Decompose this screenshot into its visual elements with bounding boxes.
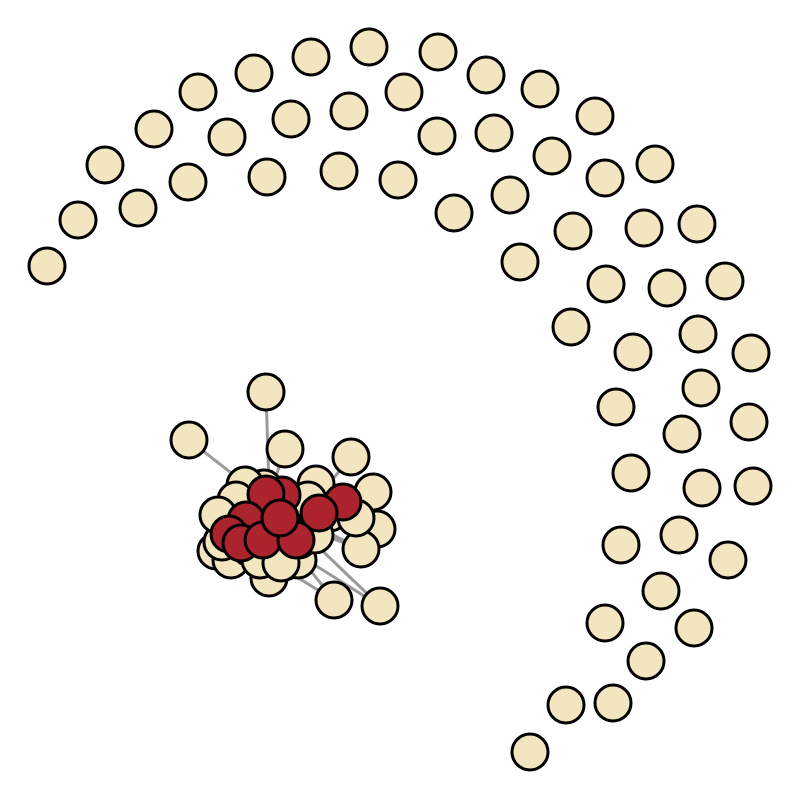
graph-node-highlighted	[299, 493, 339, 533]
graph-node-isolated	[271, 99, 311, 139]
graph-node-isolated	[662, 414, 702, 454]
graph-node-isolated	[708, 540, 748, 580]
graph-node-isolated	[349, 27, 389, 67]
graph-node	[169, 420, 209, 460]
graph-node	[360, 586, 400, 626]
graph-node-isolated	[500, 242, 540, 282]
graph-node-isolated	[291, 37, 331, 77]
graph-node-isolated	[624, 208, 664, 248]
graph-node-isolated	[678, 314, 718, 354]
graph-node-isolated	[207, 117, 247, 157]
graph-node-isolated	[553, 211, 593, 251]
graph-node-isolated	[546, 685, 586, 725]
graph-node-isolated	[586, 264, 626, 304]
graph-node-isolated	[611, 453, 651, 493]
graph-node-isolated	[681, 368, 721, 408]
graph-node-isolated	[85, 145, 125, 185]
graph-node-isolated	[733, 466, 773, 506]
graph-node-isolated	[510, 732, 550, 772]
graph-node-isolated	[234, 53, 274, 93]
isolated-node-layer	[27, 27, 773, 772]
graph-node-isolated	[659, 515, 699, 555]
graph-node-isolated	[613, 332, 653, 372]
graph-node-isolated	[585, 158, 625, 198]
graph-node-isolated	[474, 113, 514, 153]
graph-node-isolated	[677, 204, 717, 244]
graph-node-isolated	[118, 188, 158, 228]
graph-node-isolated	[705, 261, 745, 301]
graph-node	[246, 372, 286, 412]
graph-node-isolated	[641, 571, 681, 611]
graph-node-isolated	[418, 32, 458, 72]
graph-node-isolated	[596, 387, 636, 427]
graph-node-isolated	[384, 72, 424, 112]
graph-node	[265, 429, 305, 469]
graph-node-isolated	[434, 193, 474, 233]
graph-node-isolated	[585, 603, 625, 643]
graph-node-isolated	[134, 109, 174, 149]
graph-node-isolated	[601, 525, 641, 565]
graph-node-isolated	[682, 468, 722, 508]
graph-node-isolated	[647, 268, 687, 308]
graph-node-isolated	[168, 162, 208, 202]
cluster-node-layer	[169, 372, 400, 626]
graph-node-isolated	[731, 333, 771, 373]
graph-node-isolated	[247, 157, 287, 197]
graph-node-isolated	[520, 69, 560, 109]
graph-node-isolated	[329, 91, 369, 131]
graph-node-isolated	[178, 72, 218, 112]
graph-node-isolated	[490, 175, 530, 215]
graph-node-isolated	[674, 608, 714, 648]
graph-node-isolated	[466, 55, 506, 95]
graph-node-isolated	[635, 144, 675, 184]
graph-node-isolated	[626, 641, 666, 681]
graph-node-isolated	[58, 200, 98, 240]
graph-node-isolated	[532, 136, 572, 176]
graph-node-isolated	[575, 96, 615, 136]
graph-node-isolated	[378, 160, 418, 200]
graph-node-isolated	[319, 151, 359, 191]
graph-node-isolated	[417, 116, 457, 156]
graph-node-isolated	[593, 683, 633, 723]
graph-node	[314, 580, 354, 620]
graph-node-highlighted	[260, 498, 300, 538]
graph-node	[331, 437, 371, 477]
graph-node-isolated	[729, 402, 769, 442]
graph-node-isolated	[27, 246, 67, 286]
graph-node-isolated	[551, 307, 591, 347]
